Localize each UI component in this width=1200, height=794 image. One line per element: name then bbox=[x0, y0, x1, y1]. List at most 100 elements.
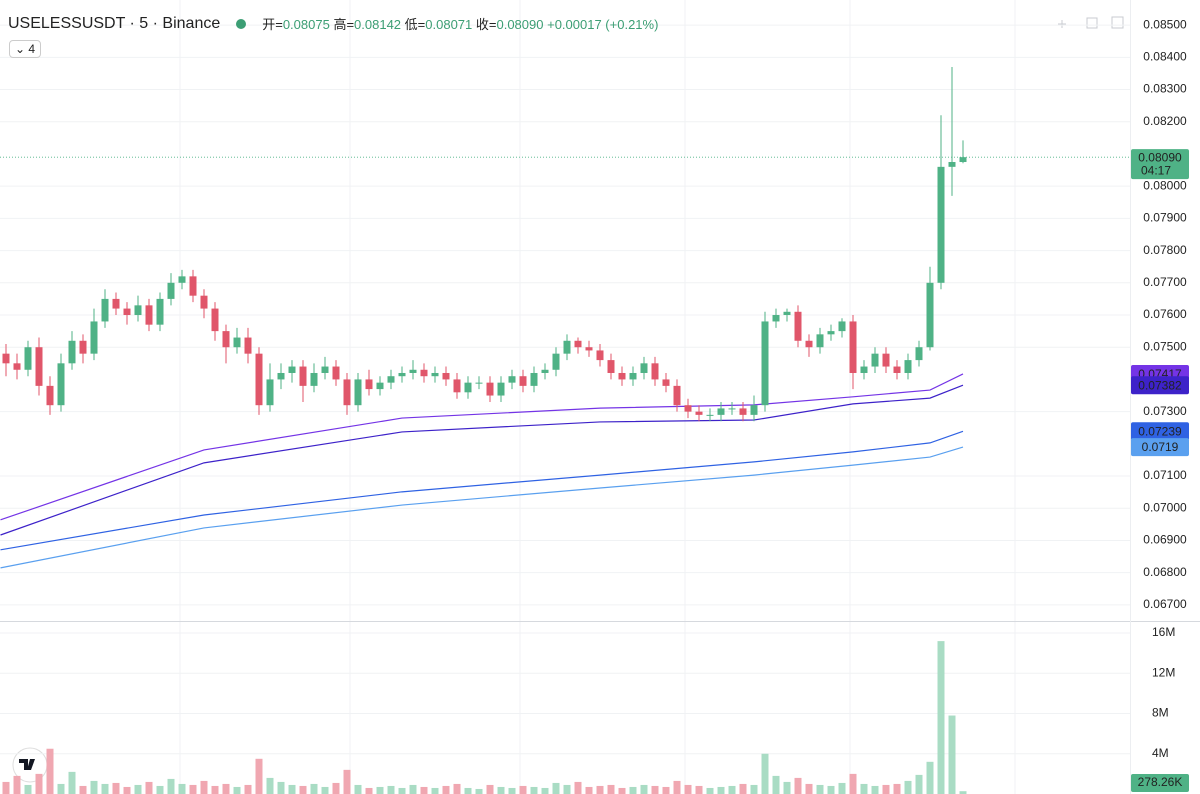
volume-bar bbox=[937, 641, 945, 794]
candle-body bbox=[728, 408, 736, 410]
candle-body bbox=[332, 366, 340, 380]
candle-body bbox=[574, 340, 582, 348]
volume-bar bbox=[310, 783, 318, 794]
y-tick-label: 0.07600 bbox=[1143, 307, 1187, 321]
candle-body bbox=[398, 372, 406, 377]
volume-bar bbox=[266, 777, 274, 794]
candle-body bbox=[431, 372, 439, 377]
candle-body bbox=[46, 385, 54, 406]
candle-body bbox=[684, 405, 692, 412]
candle-body bbox=[475, 382, 483, 384]
volume-tick-label: 8M bbox=[1152, 706, 1169, 720]
candle-body bbox=[123, 308, 131, 316]
candle-body bbox=[673, 385, 681, 406]
volume-tick-label: 12M bbox=[1152, 665, 1175, 679]
legend-value: 0.08090 bbox=[496, 17, 544, 32]
candle-body bbox=[233, 337, 241, 348]
candle-body bbox=[948, 162, 956, 167]
candle-body bbox=[618, 372, 626, 380]
volume-bar bbox=[640, 784, 648, 794]
candle-body bbox=[464, 382, 472, 393]
volume-bar bbox=[959, 791, 967, 794]
candle-body bbox=[904, 360, 912, 373]
symbol: USELESSUSDT · 5 · Binance bbox=[8, 14, 221, 32]
volume-bar bbox=[893, 783, 901, 794]
ma-label-box bbox=[1131, 376, 1189, 395]
volume-bar bbox=[156, 785, 164, 794]
candle-body bbox=[717, 408, 725, 415]
volume-bar bbox=[827, 785, 835, 794]
ma-label-box bbox=[1131, 438, 1189, 457]
volume-label: 278.26K bbox=[1138, 775, 1183, 789]
volume-bar bbox=[673, 780, 681, 794]
volume-bar bbox=[475, 788, 483, 794]
candle-body bbox=[2, 353, 10, 364]
volume-bar bbox=[112, 782, 120, 794]
candle-body bbox=[805, 340, 813, 348]
volume-bar bbox=[145, 781, 153, 794]
candle-body bbox=[871, 353, 879, 367]
volume-bar bbox=[508, 787, 516, 794]
indicator-count: 4 bbox=[28, 42, 36, 56]
volume-bar bbox=[541, 787, 549, 794]
volume-bar bbox=[453, 783, 461, 794]
volume-bar bbox=[618, 787, 626, 794]
candle-body bbox=[277, 372, 285, 380]
volume-bar bbox=[200, 780, 208, 794]
y-tick-label: 0.07300 bbox=[1143, 404, 1187, 418]
header: USELESSUSDT · 5 · Binance 开=0.08075 高=0.… bbox=[8, 14, 658, 33]
volume-bar bbox=[420, 786, 428, 794]
candle-body bbox=[563, 340, 571, 354]
volume-bar bbox=[662, 786, 670, 794]
candle-body bbox=[409, 369, 417, 373]
candle-body bbox=[167, 282, 175, 299]
legend-change: +0.00017 (+0.21%) bbox=[547, 17, 659, 32]
volume-bar bbox=[68, 771, 76, 794]
candle-body bbox=[915, 347, 923, 361]
toolbar-icons bbox=[1058, 16, 1124, 29]
candle-body bbox=[519, 376, 527, 386]
candle-body bbox=[35, 347, 43, 386]
candle-body bbox=[442, 372, 450, 380]
volume-bar bbox=[585, 786, 593, 794]
candle-body bbox=[90, 321, 98, 354]
volume-bar bbox=[343, 769, 351, 794]
candle-body bbox=[244, 337, 252, 354]
ma-label: 0.07382 bbox=[1138, 378, 1182, 392]
volume-tick-label: 4M bbox=[1152, 746, 1169, 760]
candle-body bbox=[420, 369, 428, 377]
candle-body bbox=[453, 379, 461, 393]
volume-bar bbox=[838, 782, 846, 794]
volume-bar bbox=[57, 783, 65, 794]
volume-bar bbox=[222, 783, 230, 794]
candle-body bbox=[68, 340, 76, 364]
volume-bar bbox=[167, 778, 175, 794]
volume-bar bbox=[563, 784, 571, 794]
volume-bar bbox=[24, 784, 32, 794]
volume-bar bbox=[794, 777, 802, 794]
volume-bar bbox=[365, 787, 373, 794]
volume-bar bbox=[739, 783, 747, 794]
volume-bar bbox=[629, 786, 637, 794]
indicator-toggle[interactable]: ⌄ 4 bbox=[9, 40, 42, 58]
legend-label: 低= bbox=[404, 17, 426, 32]
volume-bar bbox=[46, 748, 54, 794]
candle-body bbox=[508, 376, 516, 383]
candle-body bbox=[695, 411, 703, 415]
candle-body bbox=[299, 366, 307, 386]
candle-body bbox=[497, 382, 505, 396]
y-tick-label: 0.07900 bbox=[1143, 211, 1187, 225]
candle-body bbox=[772, 315, 780, 322]
volume-bar bbox=[860, 783, 868, 794]
candle-body bbox=[541, 369, 549, 373]
candle-body bbox=[662, 379, 670, 386]
candle-body bbox=[882, 353, 890, 367]
volume-bar bbox=[486, 784, 494, 794]
volume-bar bbox=[728, 785, 736, 794]
candle-body bbox=[552, 353, 560, 370]
candle-body bbox=[816, 334, 824, 348]
volume-bar bbox=[123, 786, 131, 794]
status-dot bbox=[236, 18, 247, 29]
legend-value: 0.08071 bbox=[425, 17, 473, 32]
